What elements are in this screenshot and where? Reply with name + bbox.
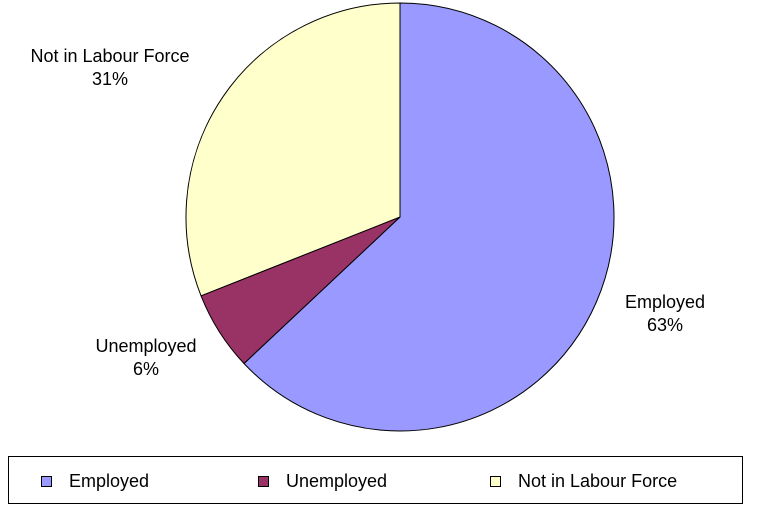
- legend-label-employed: Employed: [69, 470, 150, 491]
- legend-swatch-unemployed: [258, 475, 269, 487]
- data-label-not-in-labour-force-value: 31%: [91, 69, 129, 89]
- legend-item-not-in-labour-force: Not in Labour Force: [490, 469, 677, 493]
- legend-item-employed: Employed: [41, 469, 149, 493]
- legend-label-unemployed: Unemployed: [286, 470, 388, 491]
- legend-item-unemployed: Unemployed: [258, 469, 387, 493]
- data-label-not-in-labour-force-category: Not in Labour Force: [30, 46, 190, 66]
- data-label-not-in-labour-force: Not in Labour Force 31%: [0, 45, 220, 91]
- legend-swatch-not-in-labour-force: [490, 475, 501, 487]
- pie-slices: [185, 2, 615, 432]
- data-label-unemployed-category: Unemployed: [95, 336, 197, 356]
- data-label-employed-category: Employed: [624, 292, 706, 312]
- data-label-employed-value: 63%: [646, 315, 684, 335]
- data-label-unemployed: Unemployed 6%: [72, 335, 220, 381]
- pie-slice-employed: [243, 2, 615, 432]
- legend-swatch-employed: [41, 475, 52, 487]
- legend-label-not-in-labour-force: Not in Labour Force: [518, 470, 678, 491]
- data-label-employed: Employed 63%: [610, 291, 720, 337]
- chart-legend: Employed Unemployed Not in Labour Force: [8, 456, 743, 504]
- data-label-unemployed-value: 6%: [132, 359, 159, 379]
- pie-slice-not-in-labour-force: [185, 2, 401, 297]
